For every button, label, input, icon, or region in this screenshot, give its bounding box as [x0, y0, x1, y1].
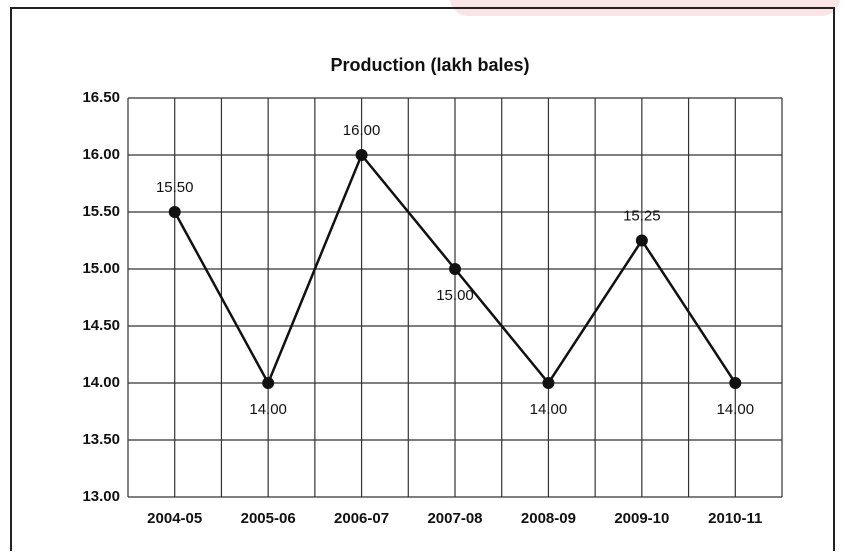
value-label: 15.50 [156, 179, 194, 196]
point [542, 377, 555, 389]
value-label: 14.00 [717, 401, 755, 418]
x-tick-label: 2005-06 [241, 510, 296, 527]
value-label: 16.00 [343, 122, 381, 139]
point [262, 377, 275, 389]
value-label: 15.00 [436, 287, 474, 304]
x-tick-label: 2010-11 [708, 510, 762, 527]
x-tick-label: 2004-05 [147, 510, 202, 527]
y-tick-label: 16.50 [82, 89, 120, 106]
y-tick-label: 13.00 [82, 488, 120, 505]
x-tick-label: 2009-10 [614, 510, 669, 527]
point [729, 377, 742, 389]
point [168, 206, 181, 218]
x-tick-label: 2008-09 [521, 510, 576, 527]
value-label: 14.00 [249, 401, 287, 418]
value-label: 15.25 [623, 207, 661, 224]
frame [10, 7, 835, 556]
point [355, 149, 368, 161]
x-tick-label: 2007-08 [427, 510, 482, 527]
y-tick-label: 16.00 [82, 146, 120, 163]
y-tick-label: 14.50 [82, 317, 120, 334]
y-tick-label: 14.00 [82, 374, 120, 391]
point [635, 234, 648, 247]
x-tick-label: 2006-07 [334, 510, 389, 527]
y-tick-label: 15.50 [82, 203, 120, 220]
y-tick-label: 15.00 [82, 260, 120, 277]
chart-title: Production (lakh bales) [330, 55, 529, 75]
y-tick-label: 13.50 [82, 431, 120, 448]
value-label: 14.00 [530, 401, 568, 418]
point [449, 263, 461, 275]
